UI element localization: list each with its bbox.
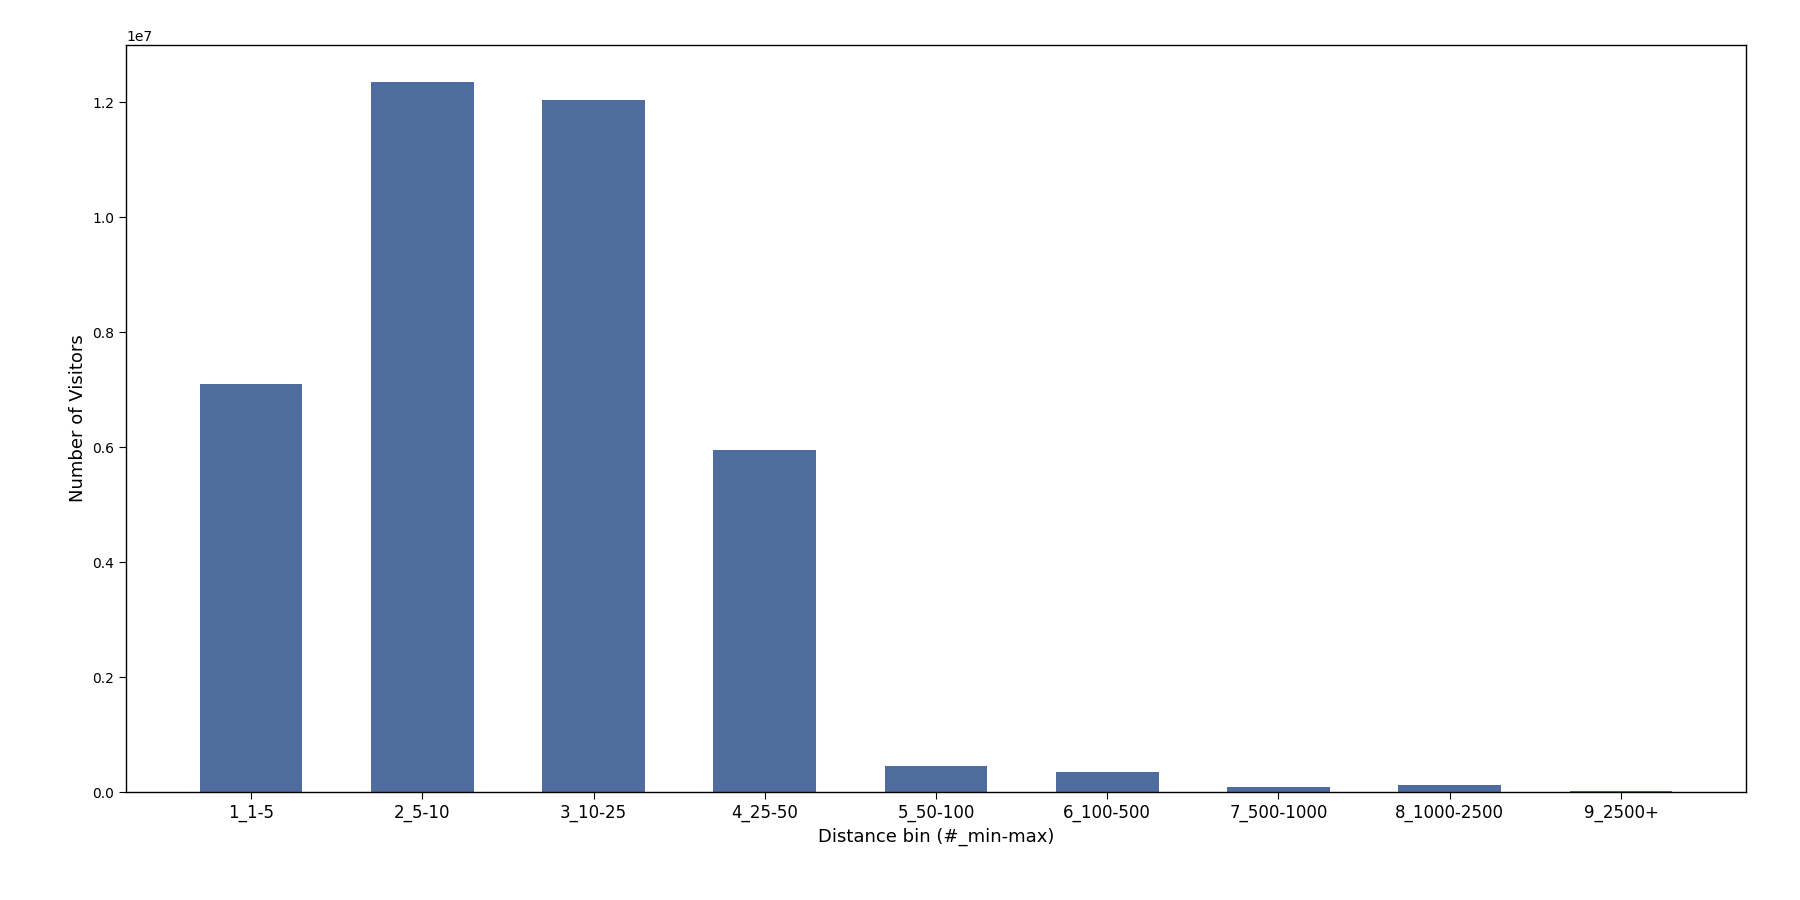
Bar <box>1228 788 1330 792</box>
X-axis label: Distance bin (#_min-max): Distance bin (#_min-max) <box>817 827 1055 846</box>
Bar <box>200 384 302 792</box>
Bar <box>1057 772 1159 792</box>
Bar <box>713 450 815 792</box>
Bar <box>1399 785 1501 792</box>
Bar <box>884 766 988 792</box>
Bar <box>542 100 644 792</box>
Bar <box>371 83 473 792</box>
Y-axis label: Number of Visitors: Number of Visitors <box>68 335 86 502</box>
